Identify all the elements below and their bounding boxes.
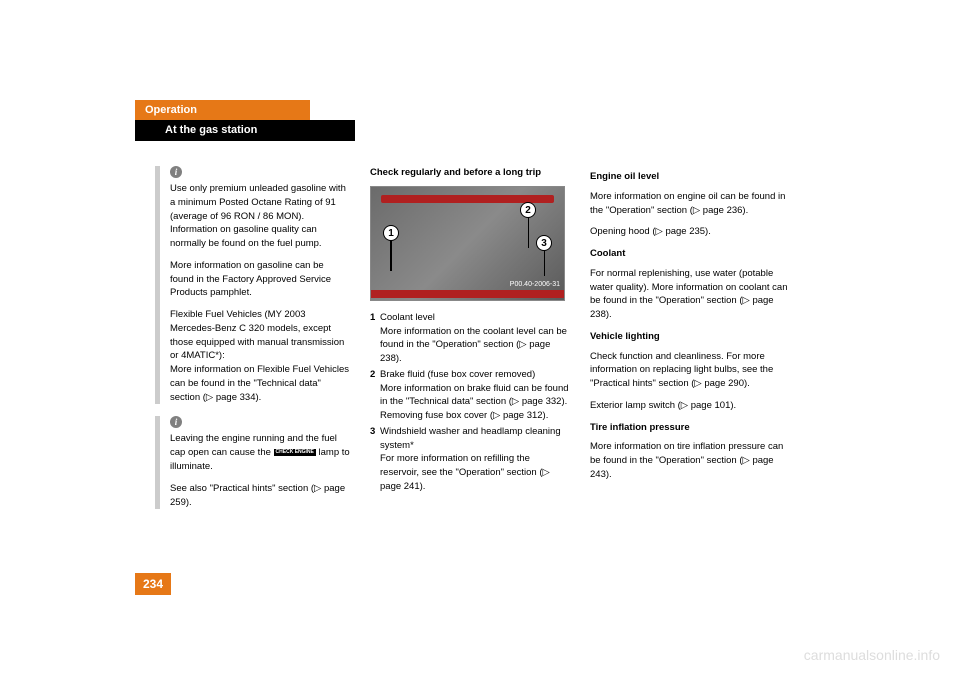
item3-num: 3 (370, 425, 380, 494)
engine-bay-image: 1 2 3 P00.40-2006-31 (370, 186, 565, 301)
col2-heading: Check regularly and before a long trip (370, 166, 570, 180)
black-square (135, 120, 155, 141)
info2-p2: See also "Practical hints" section (▷ pa… (170, 482, 350, 510)
col3-h1: Engine oil level (590, 170, 795, 184)
item2-text: Brake fluid (fuse box cover removed) Mor… (380, 368, 570, 423)
check-engine-icon: CHECK ENGINE (274, 449, 316, 456)
col3-p1: More information on engine oil can be fo… (590, 190, 795, 218)
info2-p1: Leaving the engine running and the fuel … (170, 432, 350, 473)
col3-h4: Tire inflation pressure (590, 421, 795, 435)
callout-line-3 (544, 251, 546, 276)
callout-2: 2 (520, 202, 536, 218)
item2-desc2: Removing fuse box cover (▷ page 312). (380, 410, 548, 421)
callout-line-2 (528, 218, 530, 248)
info-box-2: i Leaving the engine running and the fue… (155, 416, 350, 509)
col3-p2: Opening hood (▷ page 235). (590, 225, 795, 239)
item-1: 1 Coolant level More information on the … (370, 311, 570, 366)
col3-p6: More information on tire inflation press… (590, 440, 795, 481)
info1-p3: Flexible Fuel Vehicles (MY 2003 Mercedes… (170, 308, 350, 363)
page-number: 234 (135, 573, 171, 595)
image-code: P00.40-2006-31 (510, 280, 560, 290)
item-3: 3 Windshield washer and headlamp cleanin… (370, 425, 570, 494)
item2-num: 2 (370, 368, 380, 423)
column-1: i Use only premium unleaded gasoline wit… (155, 166, 350, 521)
item1-label: Coolant level (380, 312, 435, 323)
manual-page: Operation At the gas station i Use only … (135, 100, 815, 166)
info1-p3b: More information on Flexible Fuel Vehicl… (170, 363, 350, 404)
callout-3: 3 (536, 235, 552, 251)
col3-p3: For normal replenishing, use water (pota… (590, 267, 795, 322)
subsection-header: At the gas station (155, 120, 355, 141)
column-3: Engine oil level More information on eng… (590, 166, 795, 490)
column-2: Check regularly and before a long trip 1… (370, 166, 570, 496)
info-icon: i (170, 166, 182, 178)
item1-num: 1 (370, 311, 380, 366)
item2-label: Brake fluid (fuse box cover removed) (380, 369, 535, 380)
col3-h2: Coolant (590, 247, 795, 261)
col3-p5: Exterior lamp switch (▷ page 101). (590, 399, 795, 413)
item1-text: Coolant level More information on the co… (380, 311, 570, 366)
watermark: carmanualsonline.info (804, 647, 940, 663)
col3-p4: Check function and cleanliness. For more… (590, 350, 795, 391)
subheader-row: At the gas station (135, 120, 815, 141)
header-row: Operation (135, 100, 815, 120)
info-box-1: i Use only premium unleaded gasoline wit… (155, 166, 350, 404)
info-icon: i (170, 416, 182, 428)
item2-desc: More information on brake fluid can be f… (380, 383, 569, 408)
col3-h3: Vehicle lighting (590, 330, 795, 344)
section-header: Operation (135, 100, 310, 120)
info1-p1: Use only premium unleaded gasoline with … (170, 182, 350, 251)
item3-label: Windshield washer and headlamp cleaning … (380, 426, 561, 451)
item3-text: Windshield washer and headlamp cleaning … (380, 425, 570, 494)
callout-1: 1 (383, 225, 399, 241)
callout-line-1 (390, 241, 392, 271)
item3-desc: For more information on refilling the re… (380, 453, 550, 492)
item-2: 2 Brake fluid (fuse box cover removed) M… (370, 368, 570, 423)
item1-desc: More information on the coolant level ca… (380, 326, 567, 365)
info1-p2: More information on gasoline can be foun… (170, 259, 350, 300)
